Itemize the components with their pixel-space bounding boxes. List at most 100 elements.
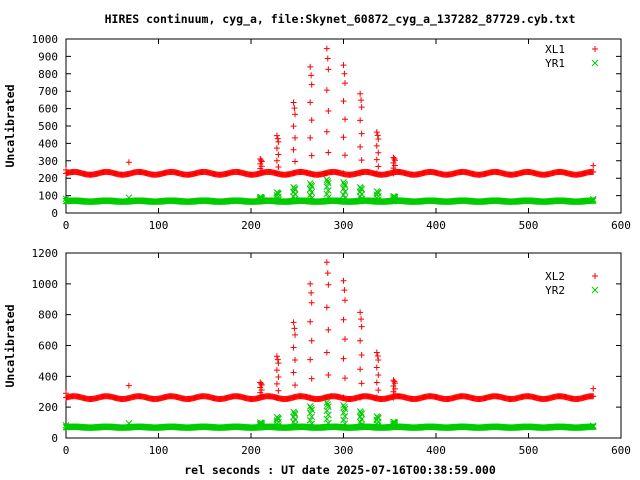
yr1-peak-point bbox=[323, 176, 331, 183]
xl1-peak-point bbox=[307, 170, 314, 177]
xl2-peak-point bbox=[292, 331, 299, 338]
xl2-peak-point bbox=[375, 356, 382, 363]
xl1-peak-point bbox=[390, 154, 397, 161]
xl1-peak-point bbox=[325, 149, 332, 156]
xl1-peak-point bbox=[342, 80, 348, 87]
x-axis-label: rel seconds : UT date 2025-07-16T00:38:5… bbox=[184, 463, 496, 477]
yr2-point bbox=[588, 423, 595, 431]
chart-title: HIRES continuum, cyg_a, file:Skynet_6087… bbox=[105, 12, 576, 27]
xl1-peak-point bbox=[290, 123, 297, 130]
xl1-peak-point bbox=[273, 170, 280, 177]
xl2-peak-point bbox=[324, 270, 331, 277]
yr2-peak-point bbox=[306, 416, 314, 424]
yr1-peak-point bbox=[324, 177, 332, 185]
xl2-peak-point bbox=[358, 323, 365, 330]
xl2-peak-point bbox=[290, 394, 297, 401]
yr2-outlier-point bbox=[125, 420, 133, 427]
xl2-peak-point bbox=[373, 394, 380, 401]
y-tick-label: 300 bbox=[38, 155, 58, 168]
x-tick-label: 300 bbox=[334, 219, 354, 232]
yr2-peak-point bbox=[324, 403, 332, 411]
xl1-peak-point bbox=[308, 152, 315, 159]
xl2-peak-point bbox=[308, 299, 315, 306]
xl1-peak-point bbox=[375, 149, 382, 156]
xl1-peak-point bbox=[357, 170, 364, 177]
x-tick-label: 600 bbox=[611, 219, 631, 232]
upper-data-marks bbox=[62, 45, 597, 206]
y-tick-label: 1000 bbox=[32, 33, 59, 46]
x-tick-label: 500 bbox=[519, 444, 539, 457]
xl1-peak-point bbox=[325, 66, 332, 73]
xl1-peak-point bbox=[340, 98, 347, 105]
x-tick-label: 300 bbox=[334, 444, 354, 457]
xl1-peak-point bbox=[357, 117, 364, 124]
xl1-peak-point bbox=[340, 62, 347, 69]
legend-label-yr2: YR2 bbox=[545, 284, 565, 297]
yr2-peak-point bbox=[324, 419, 332, 427]
xl1-peak-point bbox=[323, 87, 330, 94]
xl1-peak-point bbox=[290, 170, 297, 177]
yr1-peak-point bbox=[324, 179, 332, 187]
xl2-peak-point bbox=[290, 344, 297, 351]
yr2-peak-point bbox=[274, 414, 282, 422]
xl2-peak-point bbox=[390, 377, 397, 384]
xl2-peak-point bbox=[374, 353, 381, 360]
yr2-peak-point bbox=[291, 409, 298, 417]
xl1-outlier-point bbox=[63, 166, 69, 173]
xl2-peak-point bbox=[273, 380, 280, 387]
yr2-peak-point bbox=[308, 406, 316, 414]
yr2-peak-point bbox=[391, 418, 398, 426]
lower-data-marks bbox=[62, 259, 597, 432]
yr2-peak-point bbox=[307, 404, 315, 412]
y-tick-label: 0 bbox=[51, 207, 58, 220]
xl2-peak-point bbox=[323, 304, 330, 311]
yr2-peak-point bbox=[341, 420, 349, 427]
y-tick-label: 0 bbox=[51, 432, 58, 445]
y-tick-label: 1000 bbox=[32, 278, 59, 291]
xl1-peak-point bbox=[292, 134, 299, 141]
y-tick-label: 100 bbox=[38, 190, 58, 203]
y-tick-label: 900 bbox=[38, 50, 58, 63]
xl1-peak-point bbox=[340, 170, 347, 177]
yr2-peak-point bbox=[306, 403, 314, 410]
yr1-peak-point bbox=[391, 193, 398, 201]
xl1-peak-point bbox=[358, 157, 365, 164]
yr1-peak-point bbox=[291, 185, 298, 192]
yr1-point bbox=[589, 197, 597, 205]
yr1-peak-point bbox=[374, 188, 382, 196]
yr2-peak-point bbox=[340, 416, 347, 424]
xl2-peak-point bbox=[273, 394, 280, 401]
yr2-outlier-point bbox=[589, 422, 597, 430]
xl1-peak-point bbox=[358, 130, 365, 137]
yr2-point bbox=[589, 423, 597, 431]
xl1-peak-point bbox=[373, 142, 380, 149]
xl2-peak-point bbox=[391, 385, 398, 392]
yr1-peak-point bbox=[274, 189, 282, 197]
lower-y-axis-label: Uncalibrated bbox=[3, 304, 17, 387]
legend-marker-xl2 bbox=[592, 273, 598, 279]
xl2-peak-point bbox=[373, 364, 380, 371]
yr2-peak-point bbox=[323, 407, 331, 415]
xl1-peak-point bbox=[290, 99, 297, 106]
y-tick-label: 600 bbox=[38, 103, 58, 116]
xl1-peak-point bbox=[292, 158, 299, 165]
yr2-peak-point bbox=[306, 423, 314, 431]
x-tick-label: 100 bbox=[149, 219, 169, 232]
xl1-peak-point bbox=[358, 104, 365, 111]
y-tick-label: 1200 bbox=[32, 247, 59, 260]
xl2-peak-point bbox=[358, 316, 365, 323]
y-tick-label: 400 bbox=[38, 370, 58, 383]
x-tick-label: 500 bbox=[519, 219, 539, 232]
xl2-peak-point bbox=[375, 372, 382, 379]
xl2-peak-point bbox=[391, 378, 398, 385]
xl1-point bbox=[590, 168, 597, 175]
xl1-peak-point bbox=[391, 155, 398, 162]
yr1-peak-point bbox=[323, 183, 331, 191]
upper-y-axis-label: Uncalibrated bbox=[3, 84, 17, 167]
lower-panel: Uncalibrated 0 100 200 300 400 500 600 0 200 400 6… bbox=[3, 247, 631, 457]
yr1-peak-point bbox=[357, 185, 365, 192]
xl1-peak-point bbox=[273, 157, 280, 164]
xl2-peak-point bbox=[357, 394, 364, 401]
xl1-peak-point bbox=[273, 145, 280, 152]
xl2-peak-point bbox=[390, 382, 397, 389]
